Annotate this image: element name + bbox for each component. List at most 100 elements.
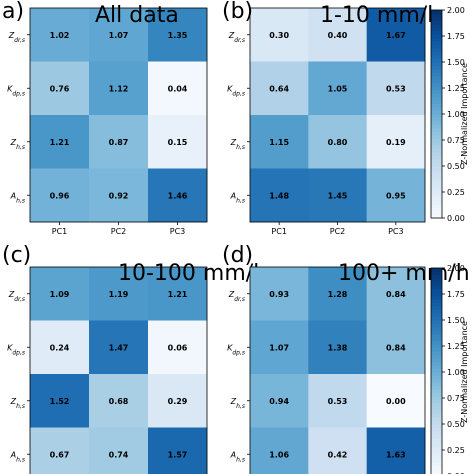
colorbar-segment [431,190,442,195]
cell-value-label: 1.47 [109,343,129,352]
y-tick-label: Zh,s [230,138,245,151]
heatmap-panel-4: 0.93 1.28 0.84 1.07 1.38 0.84 0.94 0.53 0.00 1.06… [222,243,470,474]
colorbar-segment [431,20,442,25]
cell-value-label: 0.29 [168,397,188,406]
heatmap-cell [250,61,309,116]
cell-value-label: 0.42 [328,450,348,459]
colorbar-segment [431,448,442,453]
y-tick-label: Zh,s [10,397,25,410]
colorbar-segment [431,197,442,202]
colorbar-tick-label: 1.75 [447,32,465,41]
colorbar-segment [431,306,442,310]
panel-letter: (c) [2,243,31,268]
colorbar-segment [431,299,442,304]
heatmap-cell [366,115,426,169]
colorbar-tick-label: 0.00 [447,214,465,223]
colorbar-segment [431,424,442,428]
cell-value-label: 0.30 [269,31,289,40]
colorbar-segment [431,117,442,122]
colorbar-segment [431,316,442,321]
colorbar-segment [431,172,442,177]
colorbar-segment [431,107,442,111]
plot-frame [29,266,208,474]
cell-value-label: 1.19 [109,290,129,299]
colorbar-segment [431,166,442,170]
heatmap-cell [308,374,367,428]
colorbar-tick-label: 0.50 [447,162,465,171]
colorbar-segment [431,347,442,352]
colorbar-segment [431,120,442,125]
cell-value-label: 0.64 [269,84,289,93]
cell-value-label: 0.67 [50,450,70,459]
colorbar-segment [431,169,442,174]
colorbar-segment [431,444,442,449]
colorbar-segment [431,344,442,349]
heatmap-cell [148,320,208,375]
cell-value-label: 0.15 [168,138,188,147]
colorbar-segment [431,86,442,91]
cell-value-label: 0.06 [168,343,188,352]
cell-value-label: 1.02 [50,31,70,40]
heatmap-cell [148,374,208,428]
colorbar-segment [431,351,442,356]
colorbar-segment [431,389,442,394]
cell-value-label: 1.35 [168,31,188,40]
colorbar-segment [431,288,442,293]
x-tick-label: PC3 [170,227,186,236]
y-tick-label: Zdr,s [8,290,25,303]
heatmap-cell [250,8,309,62]
heatmap-cell [308,168,367,223]
heatmap-cell [148,61,208,116]
cell-value-label: 0.94 [269,397,289,406]
heatmap-panel-1: 1.02 1.07 1.35 0.76 1.12 0.04 1.21 0.87 0.15 0.96… [2,0,208,236]
heatmap-cell [30,8,90,62]
heatmap-cell [250,115,309,169]
colorbar-tick-label: 1.50 [447,58,465,67]
heatmap-cell [250,267,309,321]
colorbar-segment [431,368,442,373]
colorbar-segment [431,385,442,390]
colorbar-segment [431,281,442,286]
y-tick-label: Ah,s [230,450,245,463]
colorbar-segment [431,176,442,181]
colorbar-segment [431,89,442,94]
panel-title: 10-100 mm/h [118,261,267,286]
colorbar-segment [431,148,442,153]
colorbar-segment [431,465,442,470]
heatmap-cell [250,374,309,428]
heatmap-cell [366,320,426,375]
colorbar-tick-label: 0.00 [447,472,465,474]
colorbar-segment [431,162,442,167]
colorbar-segment [431,16,442,21]
cell-value-label: 0.95 [386,191,406,200]
heatmap-cell [308,8,367,62]
panel-letter: a) [2,0,24,24]
colorbar-segment [431,378,442,383]
colorbar-segment [431,372,442,376]
colorbar-segment [431,399,442,404]
heatmap-cell [308,320,367,375]
cell-value-label: 1.63 [386,450,406,459]
cell-value-label: 0.80 [328,138,348,147]
colorbar-segment [431,451,442,456]
heatmap-cell [89,267,149,321]
y-tick-label: Zdr,s [8,31,25,44]
x-tick-label: PC2 [111,227,127,236]
heatmap-cell [30,115,90,169]
colorbar-tick-label: 0.75 [447,136,465,145]
heatmap-cell [366,267,426,321]
cell-value-label: 1.05 [328,84,348,93]
colorbar-segment [431,427,442,432]
colorbar-tick-label: 1.00 [447,368,465,377]
colorbar-segment [431,340,442,345]
colorbar-segment [431,62,442,66]
cell-value-label: 1.06 [269,450,289,459]
y-tick-label: Ah,s [10,450,25,463]
colorbar-segment [431,48,442,52]
cell-value-label: 0.68 [109,397,129,406]
heatmap-panel-2: 0.30 0.40 1.67 0.64 1.05 0.53 1.15 0.80 0.19 1.48… [222,0,469,236]
colorbar-segment [431,13,442,18]
cell-value-label: 1.52 [50,397,70,406]
colorbar-segment [431,214,442,219]
x-tick-label: PC2 [330,227,346,236]
